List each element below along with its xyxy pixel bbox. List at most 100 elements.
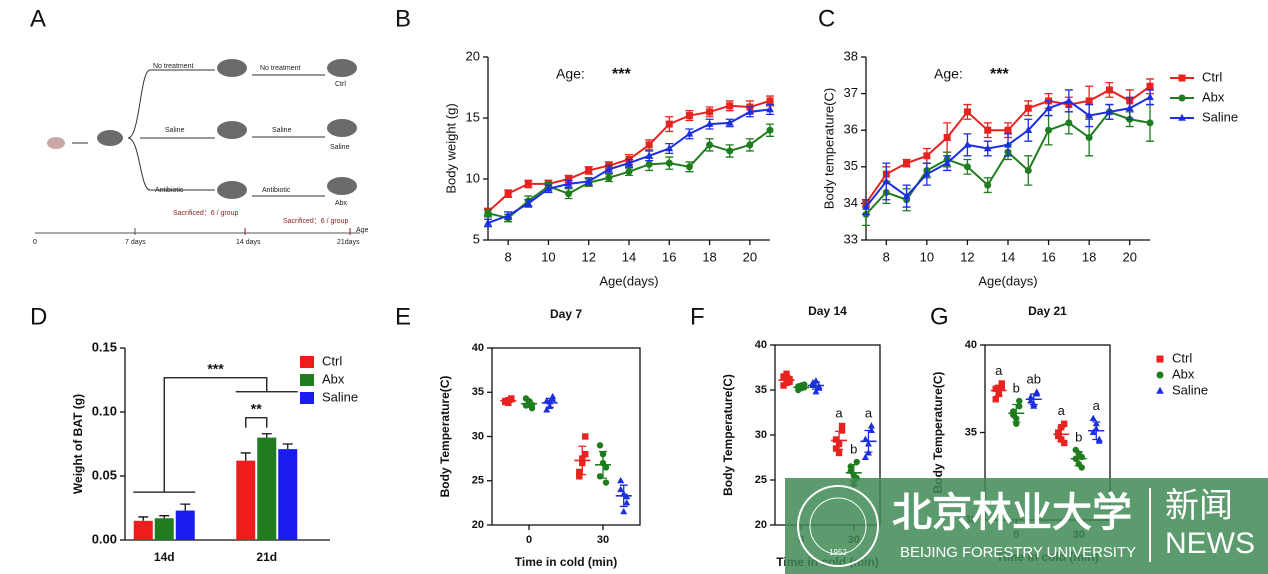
- y-tick-label: 0.05: [92, 467, 117, 482]
- significance-letter: a: [865, 405, 873, 420]
- marker: [1146, 119, 1154, 127]
- significance-letter: b: [1075, 429, 1082, 444]
- significance-letter: a: [1058, 403, 1066, 418]
- legend-label: Abx: [1172, 366, 1195, 381]
- x-tick-label: 14d: [154, 550, 175, 564]
- data-point: [1055, 429, 1062, 436]
- y-tick-label: 40: [755, 339, 767, 351]
- significance: ***: [207, 360, 224, 376]
- x-tick-label: 8: [883, 249, 890, 264]
- data-point: [1030, 402, 1038, 409]
- marker: [625, 168, 633, 176]
- data-point: [832, 436, 840, 443]
- marker: [484, 218, 492, 226]
- marker: [706, 108, 714, 116]
- error-bar: [1057, 426, 1066, 442]
- error-bar: [240, 452, 251, 461]
- data-point: [576, 473, 583, 480]
- marker: [544, 184, 553, 192]
- error-bar: [525, 399, 533, 408]
- data-point: [812, 387, 820, 395]
- error-bar: [159, 515, 170, 519]
- y-tick-label: 40: [472, 342, 484, 354]
- data-point: [1061, 439, 1068, 447]
- legend-label: Abx: [1202, 89, 1225, 104]
- x-tick-label: 12: [960, 249, 974, 264]
- marker: [1085, 111, 1093, 119]
- data-point: [786, 378, 793, 386]
- significance-letter: ab: [1027, 372, 1041, 387]
- y-tick-label: 0.10: [92, 403, 117, 418]
- y-tick-label: 5: [473, 231, 480, 246]
- bar: [236, 460, 256, 540]
- data-point: [1027, 397, 1035, 404]
- legend-label: Ctrl: [1172, 350, 1192, 365]
- data-point: [838, 422, 846, 430]
- marker: [584, 177, 593, 185]
- logo: [797, 485, 879, 567]
- legend-marker: [1178, 74, 1186, 82]
- marker: [665, 144, 674, 152]
- marker: [983, 144, 992, 152]
- significance: ***: [990, 66, 1009, 83]
- y-tick-label: 33: [844, 231, 858, 246]
- marker: [685, 163, 693, 171]
- treatment: No treatment: [260, 65, 301, 72]
- error-bar: [835, 430, 844, 451]
- x-tick-label: 20: [1122, 249, 1136, 264]
- marker: [1085, 97, 1093, 105]
- marker: [1105, 107, 1114, 115]
- data-point: [1055, 432, 1062, 440]
- treatment: Antibiotic: [155, 187, 184, 194]
- marker: [766, 105, 774, 113]
- marker: [1085, 134, 1093, 142]
- marker: [625, 158, 633, 166]
- panel-label: G: [930, 303, 949, 330]
- legend-label: Abx: [322, 371, 345, 386]
- x-axis-title: Time in cold (min): [515, 555, 617, 569]
- data-point: [832, 445, 840, 452]
- data-point: [1061, 420, 1068, 427]
- bar: [257, 437, 277, 540]
- legend-label: Saline: [1172, 382, 1208, 397]
- mouse-icon: [217, 59, 247, 77]
- y-axis-title: Body Temperature(C): [438, 376, 452, 498]
- sacrificed-note: Sacrificed：6 / group: [283, 218, 348, 225]
- marker: [726, 102, 734, 110]
- news-en: NEWS: [1165, 527, 1255, 560]
- data-point: [617, 485, 625, 493]
- panel-label: A: [30, 5, 46, 32]
- y-axis-title: Body weight (g): [443, 103, 458, 193]
- bar: [154, 518, 174, 540]
- data-point: [992, 396, 999, 403]
- data-point: [620, 507, 628, 515]
- error-bar: [138, 516, 149, 521]
- x-axis-title: Age(days): [978, 273, 1037, 288]
- marker: [862, 202, 870, 210]
- error-bar: [619, 484, 628, 508]
- legend-marker: [1178, 94, 1186, 102]
- error-bar: [1092, 421, 1101, 441]
- bar: [278, 449, 298, 540]
- marker: [706, 141, 714, 149]
- legend-swatch: [300, 374, 314, 386]
- timeline-label: 14 days: [236, 239, 261, 246]
- y-tick-label: 36: [844, 122, 858, 137]
- bracket: [133, 377, 298, 493]
- branches: [127, 69, 215, 191]
- data-point: [596, 442, 604, 449]
- marker: [1125, 104, 1134, 112]
- data-point: [582, 433, 589, 440]
- marker: [685, 112, 693, 120]
- data-point: [623, 499, 631, 506]
- marker: [504, 190, 512, 198]
- data-point: [1016, 397, 1023, 405]
- error-bar: [1012, 403, 1021, 423]
- y-tick-label: 35: [755, 384, 767, 396]
- marker: [766, 97, 774, 105]
- error-bar: [180, 503, 191, 511]
- y-tick-label: 0.15: [92, 339, 117, 354]
- marker: [984, 126, 992, 134]
- y-tick-label: 10: [466, 170, 480, 185]
- y-tick-label: 35: [472, 386, 484, 398]
